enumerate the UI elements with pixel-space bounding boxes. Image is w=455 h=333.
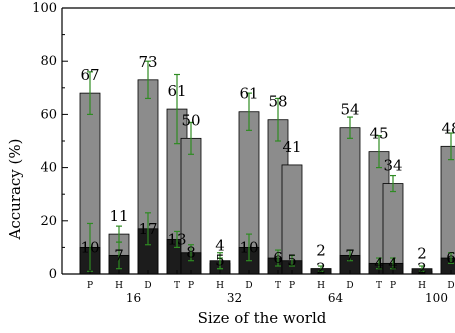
y-tick-label: 100 [32, 1, 57, 16]
data-label-total: 48 [441, 119, 455, 137]
x-subcategory-label: H [216, 281, 224, 291]
data-label-total: 50 [181, 111, 200, 129]
data-label-total: 2 [417, 244, 427, 262]
x-group-label: 100 [425, 291, 448, 305]
y-tick-label: 40 [40, 161, 57, 176]
data-label-strict: 2 [417, 260, 427, 278]
y-axis-label: Accuracy (%) [6, 138, 24, 240]
data-label-strict: 10 [80, 238, 99, 256]
data-label-total: 54 [340, 101, 359, 119]
y-tick-label: 80 [40, 54, 57, 69]
data-label-strict: 8 [186, 244, 196, 262]
data-label-strict: 6 [273, 249, 283, 267]
x-subcategory-label: P [87, 281, 93, 291]
y-axis: 0 20 40 60 80 100 [32, 1, 68, 282]
data-label-strict: 4 [388, 254, 398, 272]
y-tick-label: 60 [40, 107, 57, 122]
x-subcategory-label: P [289, 281, 295, 291]
data-label-total: 73 [138, 53, 157, 71]
x-subcategory-label: P [390, 281, 396, 291]
x-group-label: 16 [126, 291, 141, 305]
x-subcategory-label: T [275, 281, 281, 291]
data-label-total: 11 [109, 207, 128, 225]
data-label-total: 41 [282, 138, 301, 156]
x-subcategory-label: D [447, 281, 454, 291]
bars [79, 79, 455, 275]
x-subcategory-label: T [174, 281, 180, 291]
data-label-total: 34 [383, 157, 402, 175]
x-axis: PHDT16PHDT32PHDT64PHDT100 [87, 270, 455, 305]
data-label-total: 58 [268, 93, 287, 111]
data-label-strict: 4 [374, 254, 384, 272]
error-bars [87, 60, 454, 272]
x-axis-label: Size of the world [198, 309, 327, 327]
data-label-strict: 5 [287, 252, 297, 270]
data-label-strict: 7 [345, 246, 355, 264]
data-label-strict: 6 [446, 249, 455, 267]
x-subcategory-label: H [418, 281, 426, 291]
x-subcategory-label: D [346, 281, 353, 291]
data-label-strict: 17 [138, 220, 157, 238]
data-label-strict: 5 [215, 252, 225, 270]
x-subcategory-label: D [245, 281, 252, 291]
y-tick-label: 20 [40, 214, 57, 229]
data-label-total: 61 [167, 82, 186, 100]
x-subcategory-label: T [376, 281, 382, 291]
x-subcategory-label: H [317, 281, 325, 291]
x-subcategory-label: D [144, 281, 151, 291]
x-subcategory-label: P [188, 281, 194, 291]
x-group-label: 32 [227, 291, 242, 305]
data-label-strict: 7 [114, 246, 124, 264]
data-label-total: 45 [369, 125, 388, 143]
data-label-strict: 2 [316, 260, 326, 278]
y-tick-label: 0 [49, 267, 57, 282]
x-subcategory-label: H [115, 281, 123, 291]
x-group-label: 64 [328, 291, 344, 305]
data-label-total: 4 [215, 236, 225, 254]
data-label-total: 2 [316, 242, 326, 260]
data-label-total: 61 [239, 85, 258, 103]
data-label-strict: 10 [239, 238, 258, 256]
data-label-strict: 13 [167, 230, 186, 248]
data-label-total: 67 [80, 66, 99, 84]
